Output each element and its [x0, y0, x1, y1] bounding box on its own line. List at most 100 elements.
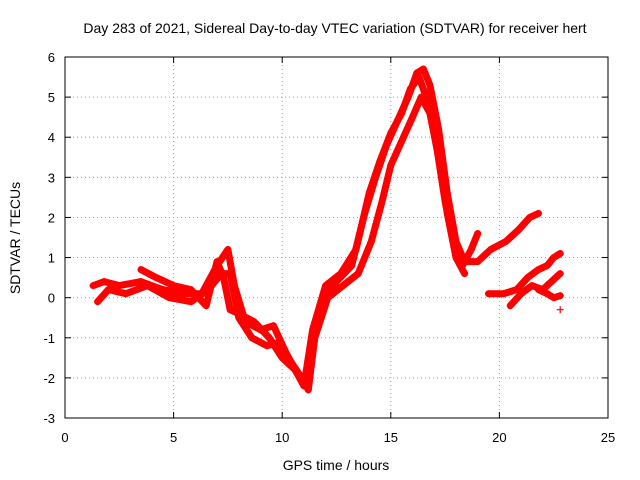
data-point [213, 258, 221, 266]
data-point [89, 282, 97, 290]
data-point [224, 246, 232, 254]
data-point [415, 73, 423, 81]
data-point [474, 258, 482, 266]
data-point [528, 282, 536, 290]
data-point [461, 270, 469, 278]
data-point [248, 334, 256, 342]
x-tick-label: 10 [275, 430, 289, 445]
data-point [450, 242, 458, 250]
data-point [506, 302, 514, 310]
data-point [534, 286, 542, 294]
series-line [535, 286, 564, 302]
data-point [137, 266, 145, 274]
data-point [387, 161, 395, 169]
data-point [226, 270, 234, 278]
y-tick-label: 4 [48, 130, 55, 145]
data-point [187, 286, 195, 294]
data-point [367, 238, 375, 246]
data-point [354, 270, 362, 278]
data-point [406, 85, 414, 93]
y-tick-label: 1 [48, 251, 55, 266]
series-trace-c [137, 73, 482, 390]
data-point [500, 290, 508, 298]
data-point [165, 294, 173, 302]
y-tick-label: 3 [48, 170, 55, 185]
data-point [152, 274, 160, 282]
data-point [291, 366, 299, 374]
x-tick-label: 5 [170, 430, 177, 445]
data-point [556, 270, 564, 278]
data-point [526, 213, 534, 221]
data-point [426, 81, 434, 89]
grid [65, 57, 608, 418]
plot-frame [64, 56, 609, 419]
data-point [309, 326, 317, 334]
data-point [250, 318, 258, 326]
data-point [220, 274, 228, 282]
data-point [485, 290, 493, 298]
y-tick-label: -3 [43, 411, 55, 426]
data-point [278, 354, 286, 362]
data-point [115, 282, 123, 290]
data-point [398, 137, 406, 145]
x-tick-label: 25 [601, 430, 615, 445]
data-point [304, 386, 312, 394]
y-tick-label: -1 [43, 331, 55, 346]
data-point [276, 338, 284, 346]
data-point [94, 298, 102, 306]
series-line [94, 93, 469, 394]
data-point [534, 209, 542, 217]
data-point [550, 254, 558, 262]
data-point [235, 310, 243, 318]
y-tick-label: 2 [48, 210, 55, 225]
data-point [556, 250, 564, 258]
ticks [64, 56, 609, 419]
y-tick-label: -2 [43, 371, 55, 386]
data-point [467, 246, 475, 254]
data-point [376, 157, 384, 165]
data-point [122, 290, 130, 298]
data-point [398, 109, 406, 117]
series-layer [89, 65, 564, 394]
data-point [548, 278, 556, 286]
y-axis-label: SDTVAR / TECUs [7, 182, 23, 294]
data-point [387, 129, 395, 137]
series-trace-d [485, 250, 564, 298]
data-point [419, 65, 427, 73]
y-tick-label: 5 [48, 90, 55, 105]
data-point [137, 278, 145, 286]
data-point [104, 286, 112, 294]
data-point [365, 189, 373, 197]
data-point [458, 262, 466, 270]
data-point [144, 282, 152, 290]
data-point [100, 278, 108, 286]
data-point [556, 306, 564, 314]
data-point [515, 225, 523, 233]
data-point [424, 97, 432, 105]
data-point [513, 286, 521, 294]
data-point [441, 197, 449, 205]
data-point [378, 197, 386, 205]
y-tick-label: 0 [48, 291, 55, 306]
data-point [300, 382, 308, 390]
data-point [474, 229, 482, 237]
y-tick-label: 6 [48, 50, 55, 65]
x-tick-label: 15 [384, 430, 398, 445]
series-trace-f [534, 286, 564, 302]
data-point [432, 141, 440, 149]
data-point [550, 294, 558, 302]
series-outlier [556, 306, 564, 314]
y-tick-labels: -3 -2 -1 0 1 2 3 4 5 6 [43, 50, 55, 426]
x-tick-label: 20 [492, 430, 506, 445]
data-point [543, 262, 551, 270]
chart-title: Day 283 of 2021, Sidereal Day-to-day VTE… [83, 20, 586, 36]
series-line [485, 250, 564, 298]
series-trace-b [94, 93, 469, 394]
series-line [137, 73, 482, 390]
data-point [270, 322, 278, 330]
data-point [534, 266, 542, 274]
x-tick-label: 0 [61, 430, 68, 445]
data-point [337, 270, 345, 278]
data-point [170, 282, 178, 290]
